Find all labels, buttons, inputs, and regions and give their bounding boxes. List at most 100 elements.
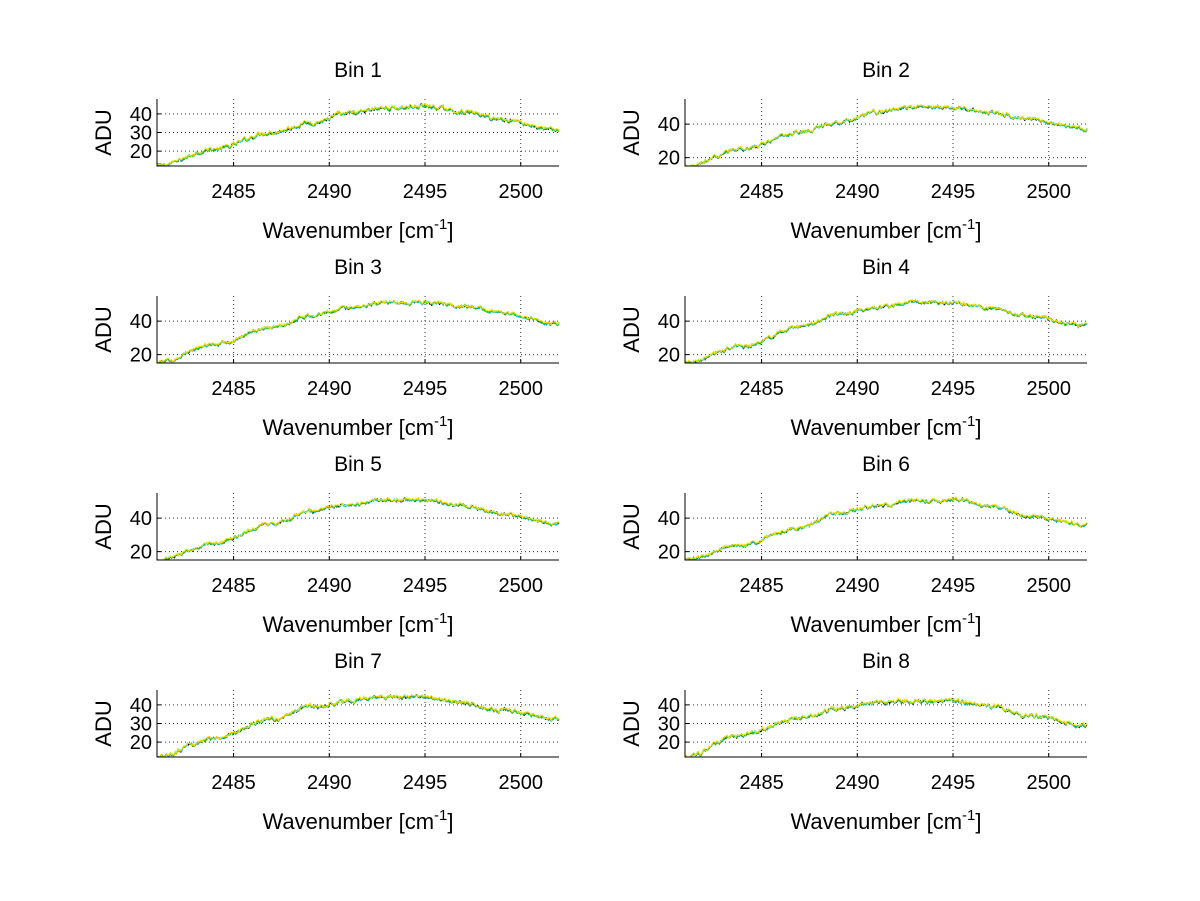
x-axis-label-superscript: -1 <box>434 610 447 627</box>
x-axis-label: Wavenumber [cm-1] <box>262 216 453 243</box>
x-axis-label-tail: ] <box>447 612 453 637</box>
y-axis-label: ADU <box>619 109 644 155</box>
trace-series-2 <box>685 698 1088 758</box>
x-axis-label-main: Wavenumber [cm <box>262 809 434 834</box>
y-tick-label: 20 <box>658 345 680 367</box>
trace-series-4 <box>684 299 1088 364</box>
y-tick-label: 40 <box>658 508 680 530</box>
trace-series-1 <box>685 105 1088 167</box>
subplot-title: Bin 6 <box>862 453 910 476</box>
x-tick-label: 2495 <box>931 772 976 794</box>
subplot-title: Bin 2 <box>862 59 910 82</box>
x-tick-label: 2495 <box>403 772 448 794</box>
x-tick-label: 2490 <box>307 378 352 400</box>
y-tick-label: 40 <box>130 695 152 717</box>
x-tick-label: 2495 <box>931 378 976 400</box>
y-tick-label: 30 <box>130 714 152 736</box>
x-axis-label-tail: ] <box>447 809 453 834</box>
x-axis-label-main: Wavenumber [cm <box>790 218 962 243</box>
x-tick-label: 2495 <box>403 575 448 597</box>
trace-series-3 <box>684 497 1087 561</box>
x-tick-label: 2500 <box>498 772 543 794</box>
x-axis-label: Wavenumber [cm-1] <box>262 610 453 637</box>
x-tick-label: 2500 <box>1026 181 1071 203</box>
trace-series-3 <box>156 694 560 758</box>
x-axis-label-tail: ] <box>975 218 981 243</box>
trace-series-2 <box>685 105 1088 167</box>
x-axis-label-superscript: -1 <box>962 610 975 627</box>
x-tick-label: 2495 <box>403 378 448 400</box>
x-tick-label: 2485 <box>739 378 784 400</box>
y-axis-label: ADU <box>619 700 644 746</box>
x-axis-label-main: Wavenumber [cm <box>262 612 434 637</box>
y-tick-label: 20 <box>130 141 152 163</box>
trace-series-4 <box>156 496 560 561</box>
x-axis-label-superscript: -1 <box>962 807 975 824</box>
subplot-bin-4: Bin 4 2485 2490 2495 2500 20 40 ADU Wavenumber [… <box>619 256 1088 440</box>
x-tick-label: 2490 <box>307 772 352 794</box>
x-axis-label: Wavenumber [cm-1] <box>790 413 981 440</box>
subplot-bin-3: Bin 3 2485 2490 2495 2500 20 40 ADU Wavenumber [… <box>91 256 560 440</box>
x-tick-label: 2490 <box>307 575 352 597</box>
y-axis-label: ADU <box>619 306 644 352</box>
trace-series-4 <box>156 103 560 167</box>
y-tick-label: 40 <box>658 114 680 136</box>
trace-series-4 <box>684 104 1088 167</box>
subplot-bin-5: Bin 5 2485 2490 2495 2500 20 40 ADU Wavenumber [… <box>91 453 560 637</box>
x-tick-label: 2500 <box>498 575 543 597</box>
x-axis-label-tail: ] <box>975 415 981 440</box>
y-axis-label: ADU <box>91 109 116 155</box>
y-axis-label: ADU <box>619 503 644 549</box>
trace-series-1 <box>157 694 560 758</box>
subplot-title: Bin 8 <box>862 650 910 673</box>
y-tick-label: 40 <box>658 695 680 717</box>
trace-series-2 <box>156 497 560 561</box>
x-axis-label-tail: ] <box>975 809 981 834</box>
y-tick-label: 40 <box>130 311 152 333</box>
subplot-bin-2: Bin 2 2485 2490 2495 2500 20 40 ADU Wavenumber [… <box>619 59 1088 243</box>
x-tick-label: 2490 <box>835 575 880 597</box>
x-tick-label: 2485 <box>211 181 256 203</box>
x-axis-label-superscript: -1 <box>434 413 447 430</box>
trace-series-4 <box>685 496 1088 560</box>
x-tick-label: 2495 <box>931 181 976 203</box>
trace-series-3 <box>156 103 560 167</box>
x-tick-label: 2485 <box>739 772 784 794</box>
y-tick-label: 40 <box>130 508 152 530</box>
subplot-title: Bin 3 <box>334 256 382 279</box>
x-tick-label: 2485 <box>211 378 256 400</box>
y-tick-label: 20 <box>130 542 152 564</box>
trace-series-2 <box>156 694 560 758</box>
subplot-title: Bin 5 <box>334 453 382 476</box>
x-tick-label: 2490 <box>307 181 352 203</box>
trace-series-3 <box>684 698 1088 758</box>
y-tick-label: 30 <box>658 714 680 736</box>
x-tick-label: 2495 <box>931 575 976 597</box>
trace-series-3 <box>157 497 560 561</box>
x-tick-label: 2500 <box>1026 575 1071 597</box>
trace-series-1 <box>684 497 1088 561</box>
x-tick-label: 2495 <box>403 181 448 203</box>
y-tick-label: 40 <box>130 104 152 126</box>
x-axis-label-main: Wavenumber [cm <box>262 218 434 243</box>
y-tick-label: 20 <box>130 345 152 367</box>
trace-series-2 <box>684 497 1088 561</box>
x-tick-label: 2500 <box>498 181 543 203</box>
trace-series-4 <box>156 694 560 758</box>
x-axis-label: Wavenumber [cm-1] <box>262 413 453 440</box>
trace-series-4 <box>156 299 560 364</box>
y-tick-label: 40 <box>658 311 680 333</box>
x-axis-label: Wavenumber [cm-1] <box>790 610 981 637</box>
x-axis-label-superscript: -1 <box>962 216 975 233</box>
x-tick-label: 2500 <box>1026 772 1071 794</box>
y-tick-label: 20 <box>658 542 680 564</box>
y-tick-label: 30 <box>130 123 152 145</box>
x-axis-label: Wavenumber [cm-1] <box>790 807 981 834</box>
x-tick-label: 2500 <box>498 378 543 400</box>
x-axis-label-superscript: -1 <box>434 216 447 233</box>
trace-series-3 <box>684 300 1088 364</box>
subplot-title: Bin 7 <box>334 650 382 673</box>
